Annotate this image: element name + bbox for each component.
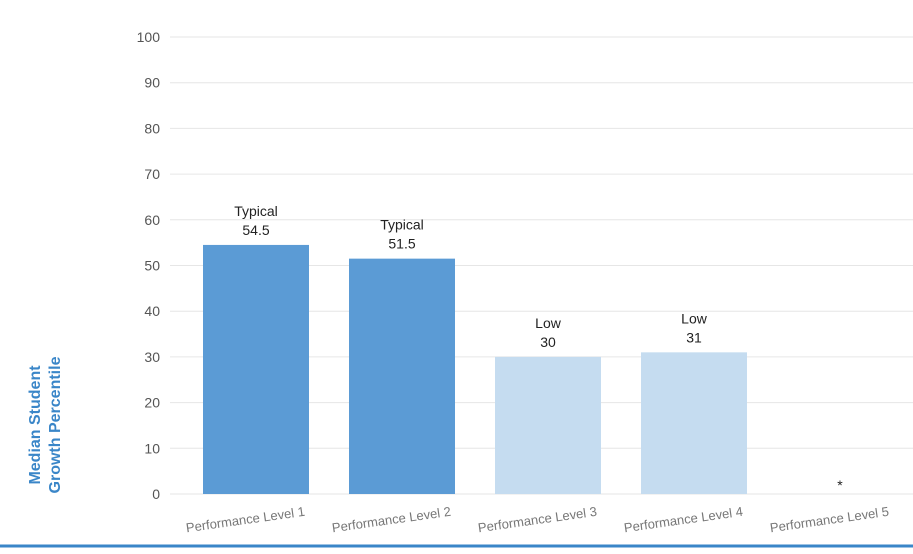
y-tick-label: 60 (144, 212, 160, 228)
bar (641, 352, 747, 494)
bar (349, 259, 455, 494)
data-label-value: * (837, 477, 843, 493)
data-label-value: 30 (540, 334, 556, 350)
y-tick-label: 70 (144, 166, 160, 182)
bar (203, 245, 309, 494)
y-tick-label: 90 (144, 75, 160, 91)
y-axis-title-line-2: Growth Percentile (47, 356, 64, 493)
bars (203, 245, 747, 494)
data-label-growth: Low (681, 310, 708, 326)
x-tick-label: Performance Level 1 (185, 504, 306, 536)
y-tick-label: 100 (137, 29, 161, 45)
y-tick-label: 20 (144, 395, 160, 411)
data-label-growth: Typical (380, 217, 424, 233)
data-label-growth: Typical (234, 203, 278, 219)
x-tick-label: Performance Level 5 (769, 504, 890, 536)
x-tick-label: Performance Level 2 (331, 504, 452, 536)
data-label-growth: Low (535, 315, 562, 331)
y-tick-label: 30 (144, 349, 160, 365)
x-tick-label: Performance Level 4 (623, 504, 744, 536)
x-tick-label: Performance Level 3 (477, 504, 598, 536)
x-axis: Performance Level 1 Performance Level 2 Pe… (185, 504, 890, 536)
data-label-value: 51.5 (388, 236, 415, 252)
data-label-value: 31 (686, 329, 702, 345)
y-axis-title-line-1: Median Student (27, 365, 44, 485)
y-tick-label: 80 (144, 120, 160, 136)
bar (495, 357, 601, 494)
y-tick-label: 40 (144, 303, 160, 319)
y-tick-label: 10 (144, 440, 160, 456)
data-label-value: 54.5 (242, 222, 269, 238)
y-axis-title: Median Student Growth Percentile (27, 356, 64, 493)
y-tick-label: 50 (144, 258, 160, 274)
y-tick-label: 0 (152, 486, 160, 502)
